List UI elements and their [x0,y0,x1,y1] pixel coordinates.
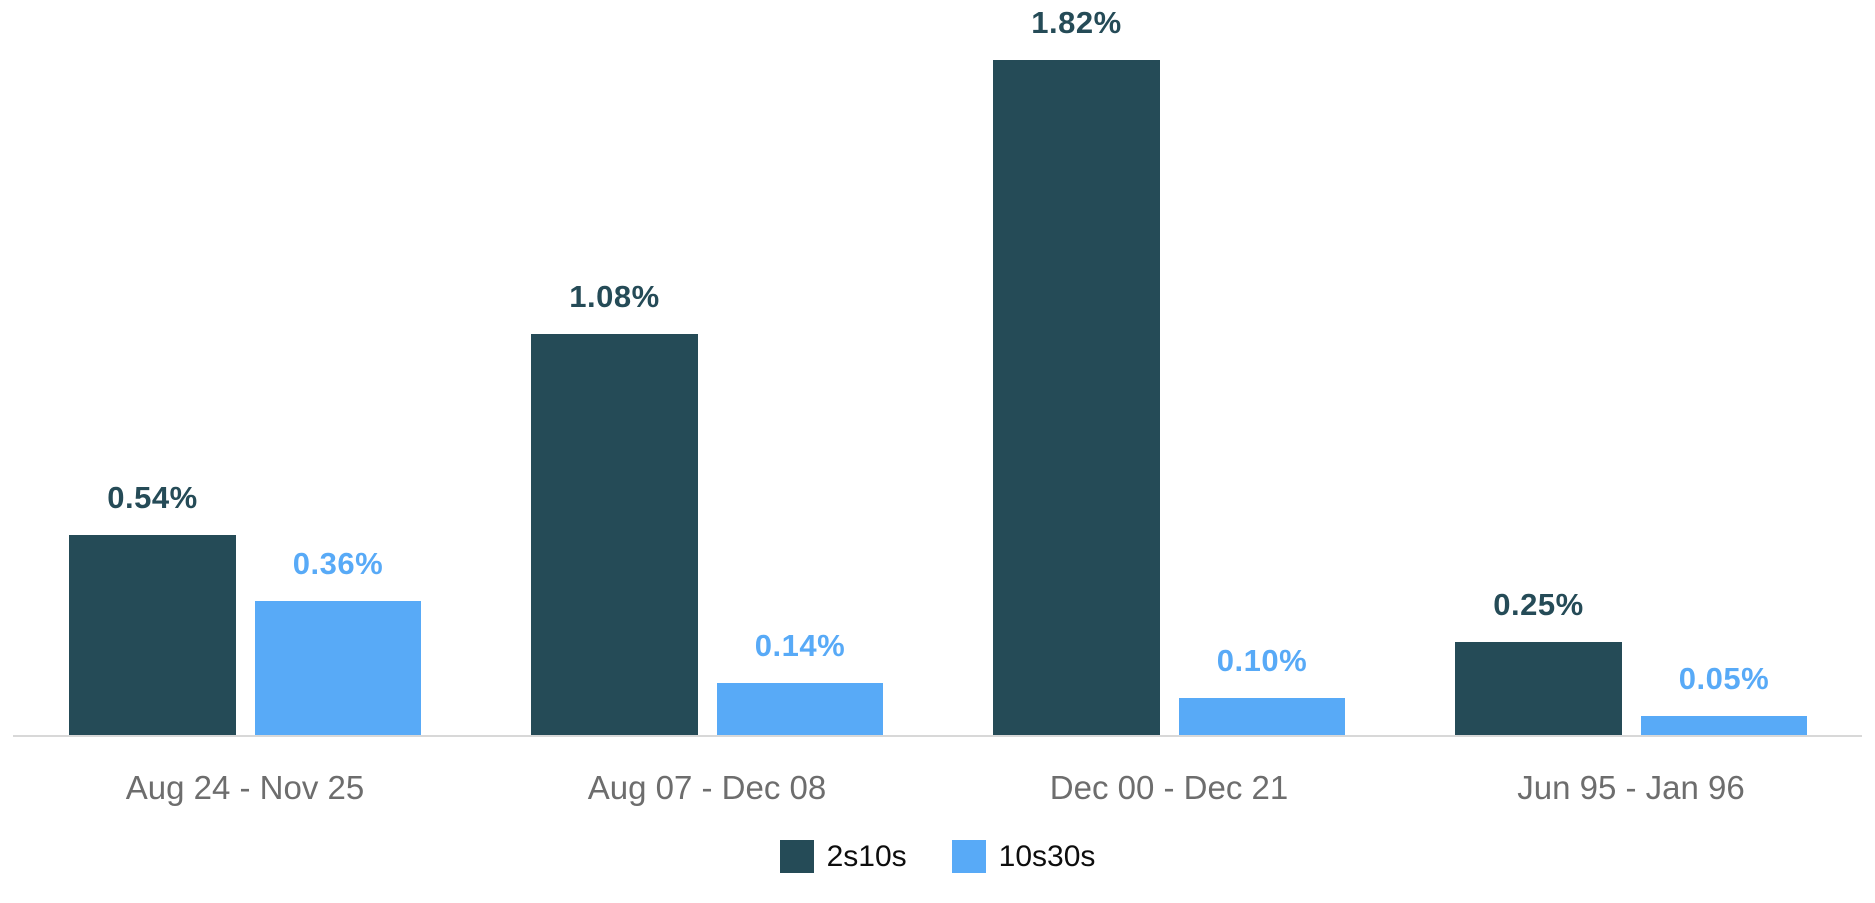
bar-10s30s-1[interactable]: 0.36% [255,548,421,735]
legend-item-10s30s[interactable]: 10s30s [951,839,1096,873]
x-axis-label-4: Jun 95 - Jan 96 [1517,769,1745,806]
bar-10s30s-4[interactable]: 0.05% [1641,663,1807,735]
legend-item-2s10s[interactable]: 2s10s [779,839,907,873]
x-axis-label-2: Aug 07 - Dec 08 [587,769,827,806]
bar-2s10s-4[interactable]: 0.25% [1455,589,1622,735]
legend-swatch-2s10s [779,840,814,873]
bar-10s30s-2[interactable]: 0.14% [717,630,883,735]
x-axis-label-1: Aug 24 - Nov 25 [125,769,365,806]
legend-swatch-10s30s [951,840,986,873]
bar-value-label-2s10s-3: 1.82% [1031,5,1122,40]
bar-2s10s-1[interactable]: 0.54% [69,482,236,735]
plot-area: 0.54% 0.36% 1.08% 0.14% 1.82% 0.10% 0.25% 0.05% [13,7,1862,737]
bar-value-label-10s30s-3: 0.10% [1216,643,1308,678]
bar-value-label-10s30s-1: 0.36% [292,546,384,581]
legend-label-10s30s: 10s30s [998,839,1096,873]
bar-value-label-2s10s-1: 0.54% [107,480,198,515]
bar-10s30s-3[interactable]: 0.10% [1179,645,1345,735]
chart-legend: 2s10s 10s30s [0,840,1875,873]
x-axis-line [13,735,1862,737]
bar-2s10s-2[interactable]: 1.08% [531,281,698,735]
legend-label-2s10s: 2s10s [826,839,907,873]
bar-2s10s-3[interactable]: 1.82% [993,7,1160,735]
bar-value-label-10s30s-4: 0.05% [1678,661,1770,696]
x-axis-label-3: Dec 00 - Dec 21 [1049,769,1289,806]
bar-value-label-10s30s-2: 0.14% [754,628,846,663]
bar-value-label-2s10s-2: 1.08% [569,279,660,314]
bar-value-label-2s10s-4: 0.25% [1493,587,1584,622]
